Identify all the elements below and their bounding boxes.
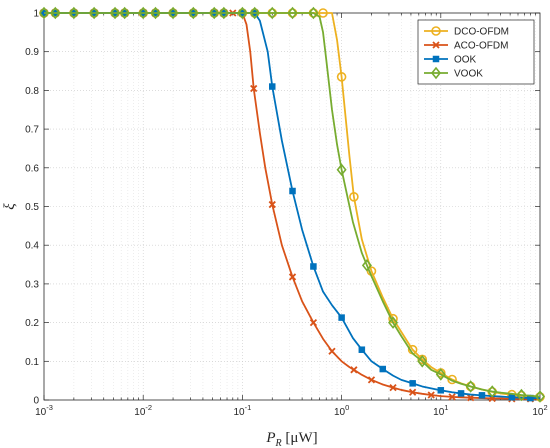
data-point — [89, 6, 100, 20]
data-point — [358, 346, 366, 353]
data-point — [289, 187, 296, 195]
data-point — [361, 259, 372, 272]
y-tick-label: 0.2 — [25, 318, 39, 329]
data-point — [268, 200, 276, 209]
data-point — [269, 83, 276, 90]
legend: DCO-OFDM ACO-OFDM OOK VOOK — [417, 19, 535, 85]
data-point — [388, 316, 399, 329]
data-point — [349, 192, 359, 202]
data-point — [250, 84, 258, 93]
y-tick-label: 0.6 — [25, 163, 39, 174]
legend-label: VOOK — [454, 69, 483, 80]
legend-marker — [432, 41, 440, 49]
data-point — [437, 387, 445, 394]
data-point — [38, 6, 50, 20]
data-point — [288, 273, 297, 281]
data-point — [487, 385, 498, 398]
data-point — [467, 394, 475, 402]
y-tick-label: 0.7 — [25, 125, 39, 136]
data-point — [310, 263, 317, 270]
legend-label: DCO-OFDM — [454, 27, 509, 38]
x-tick-label: 10-1 — [234, 403, 252, 418]
data-point — [50, 6, 61, 20]
legend-marker — [430, 66, 442, 80]
data-point — [237, 6, 248, 20]
series-vook — [38, 6, 546, 403]
data-point — [516, 388, 527, 402]
data-point — [309, 318, 318, 327]
data-point — [336, 72, 347, 82]
series-line — [44, 12, 541, 398]
legend-item: DCO-OFDM — [424, 26, 509, 38]
x-tick-label: 10-2 — [134, 403, 152, 418]
data-point — [534, 390, 546, 403]
y-tick-label: 0.8 — [25, 86, 39, 97]
data-point — [379, 365, 387, 373]
data-point — [367, 376, 376, 384]
data-point — [209, 6, 220, 20]
data-point — [457, 390, 465, 397]
legend-marker — [431, 26, 441, 36]
y-tick-label: 1 — [33, 9, 39, 20]
legend-label: ACO-OFDM — [454, 41, 508, 52]
data-point — [138, 6, 149, 20]
data-point — [150, 6, 161, 20]
data-point — [338, 314, 345, 321]
data-point — [408, 388, 417, 396]
x-tick-label: 10-3 — [35, 403, 53, 418]
data-point — [350, 366, 358, 374]
y-tick-label: 0.9 — [25, 47, 39, 58]
data-point — [417, 355, 428, 368]
data-point — [465, 380, 476, 393]
data-point — [435, 368, 446, 381]
data-point — [427, 391, 435, 399]
data-point — [267, 6, 278, 20]
data-point — [508, 394, 516, 401]
y-tick-label: 0.5 — [25, 202, 39, 213]
legend-item: OOK — [424, 55, 477, 66]
data-point — [336, 163, 347, 177]
data-point — [110, 6, 121, 20]
data-point — [328, 347, 336, 355]
legend-label: OOK — [454, 55, 477, 66]
data-point — [218, 6, 229, 20]
legend-item: VOOK — [424, 66, 483, 80]
data-point — [287, 6, 298, 20]
data-point — [318, 8, 328, 18]
data-point — [249, 6, 260, 20]
y-tick-label: 0.3 — [25, 279, 39, 290]
x-tick-label: 100 — [334, 403, 349, 418]
x-tick-label: 102 — [532, 403, 547, 418]
legend-item: ACO-OFDM — [424, 41, 508, 52]
series-lines — [38, 6, 546, 403]
data-point — [448, 393, 456, 401]
y-tick-labels: 0 0.1 0.2 0.3 0.4 0.5 0.6 0.7 0.8 0.9 1 — [25, 9, 39, 407]
x-tick-labels: 10-3 10-2 10-1 100 101 102 — [35, 403, 548, 418]
legend-marker — [432, 55, 440, 63]
data-point — [308, 6, 319, 20]
data-point — [389, 383, 397, 392]
data-point — [68, 6, 79, 20]
x-tick-label: 101 — [433, 403, 448, 418]
data-point — [409, 380, 416, 387]
data-point — [478, 392, 486, 399]
y-tick-label: 0.4 — [25, 241, 39, 252]
y-tick-label: 0 — [33, 396, 39, 407]
data-point — [168, 6, 179, 20]
y-tick-label: 0.1 — [25, 357, 39, 368]
y-axis-label: ξ — [2, 203, 18, 210]
data-point — [119, 6, 130, 20]
data-point — [188, 6, 199, 20]
x-axis-label: PR [μW] — [265, 430, 317, 448]
data-point — [447, 374, 457, 385]
